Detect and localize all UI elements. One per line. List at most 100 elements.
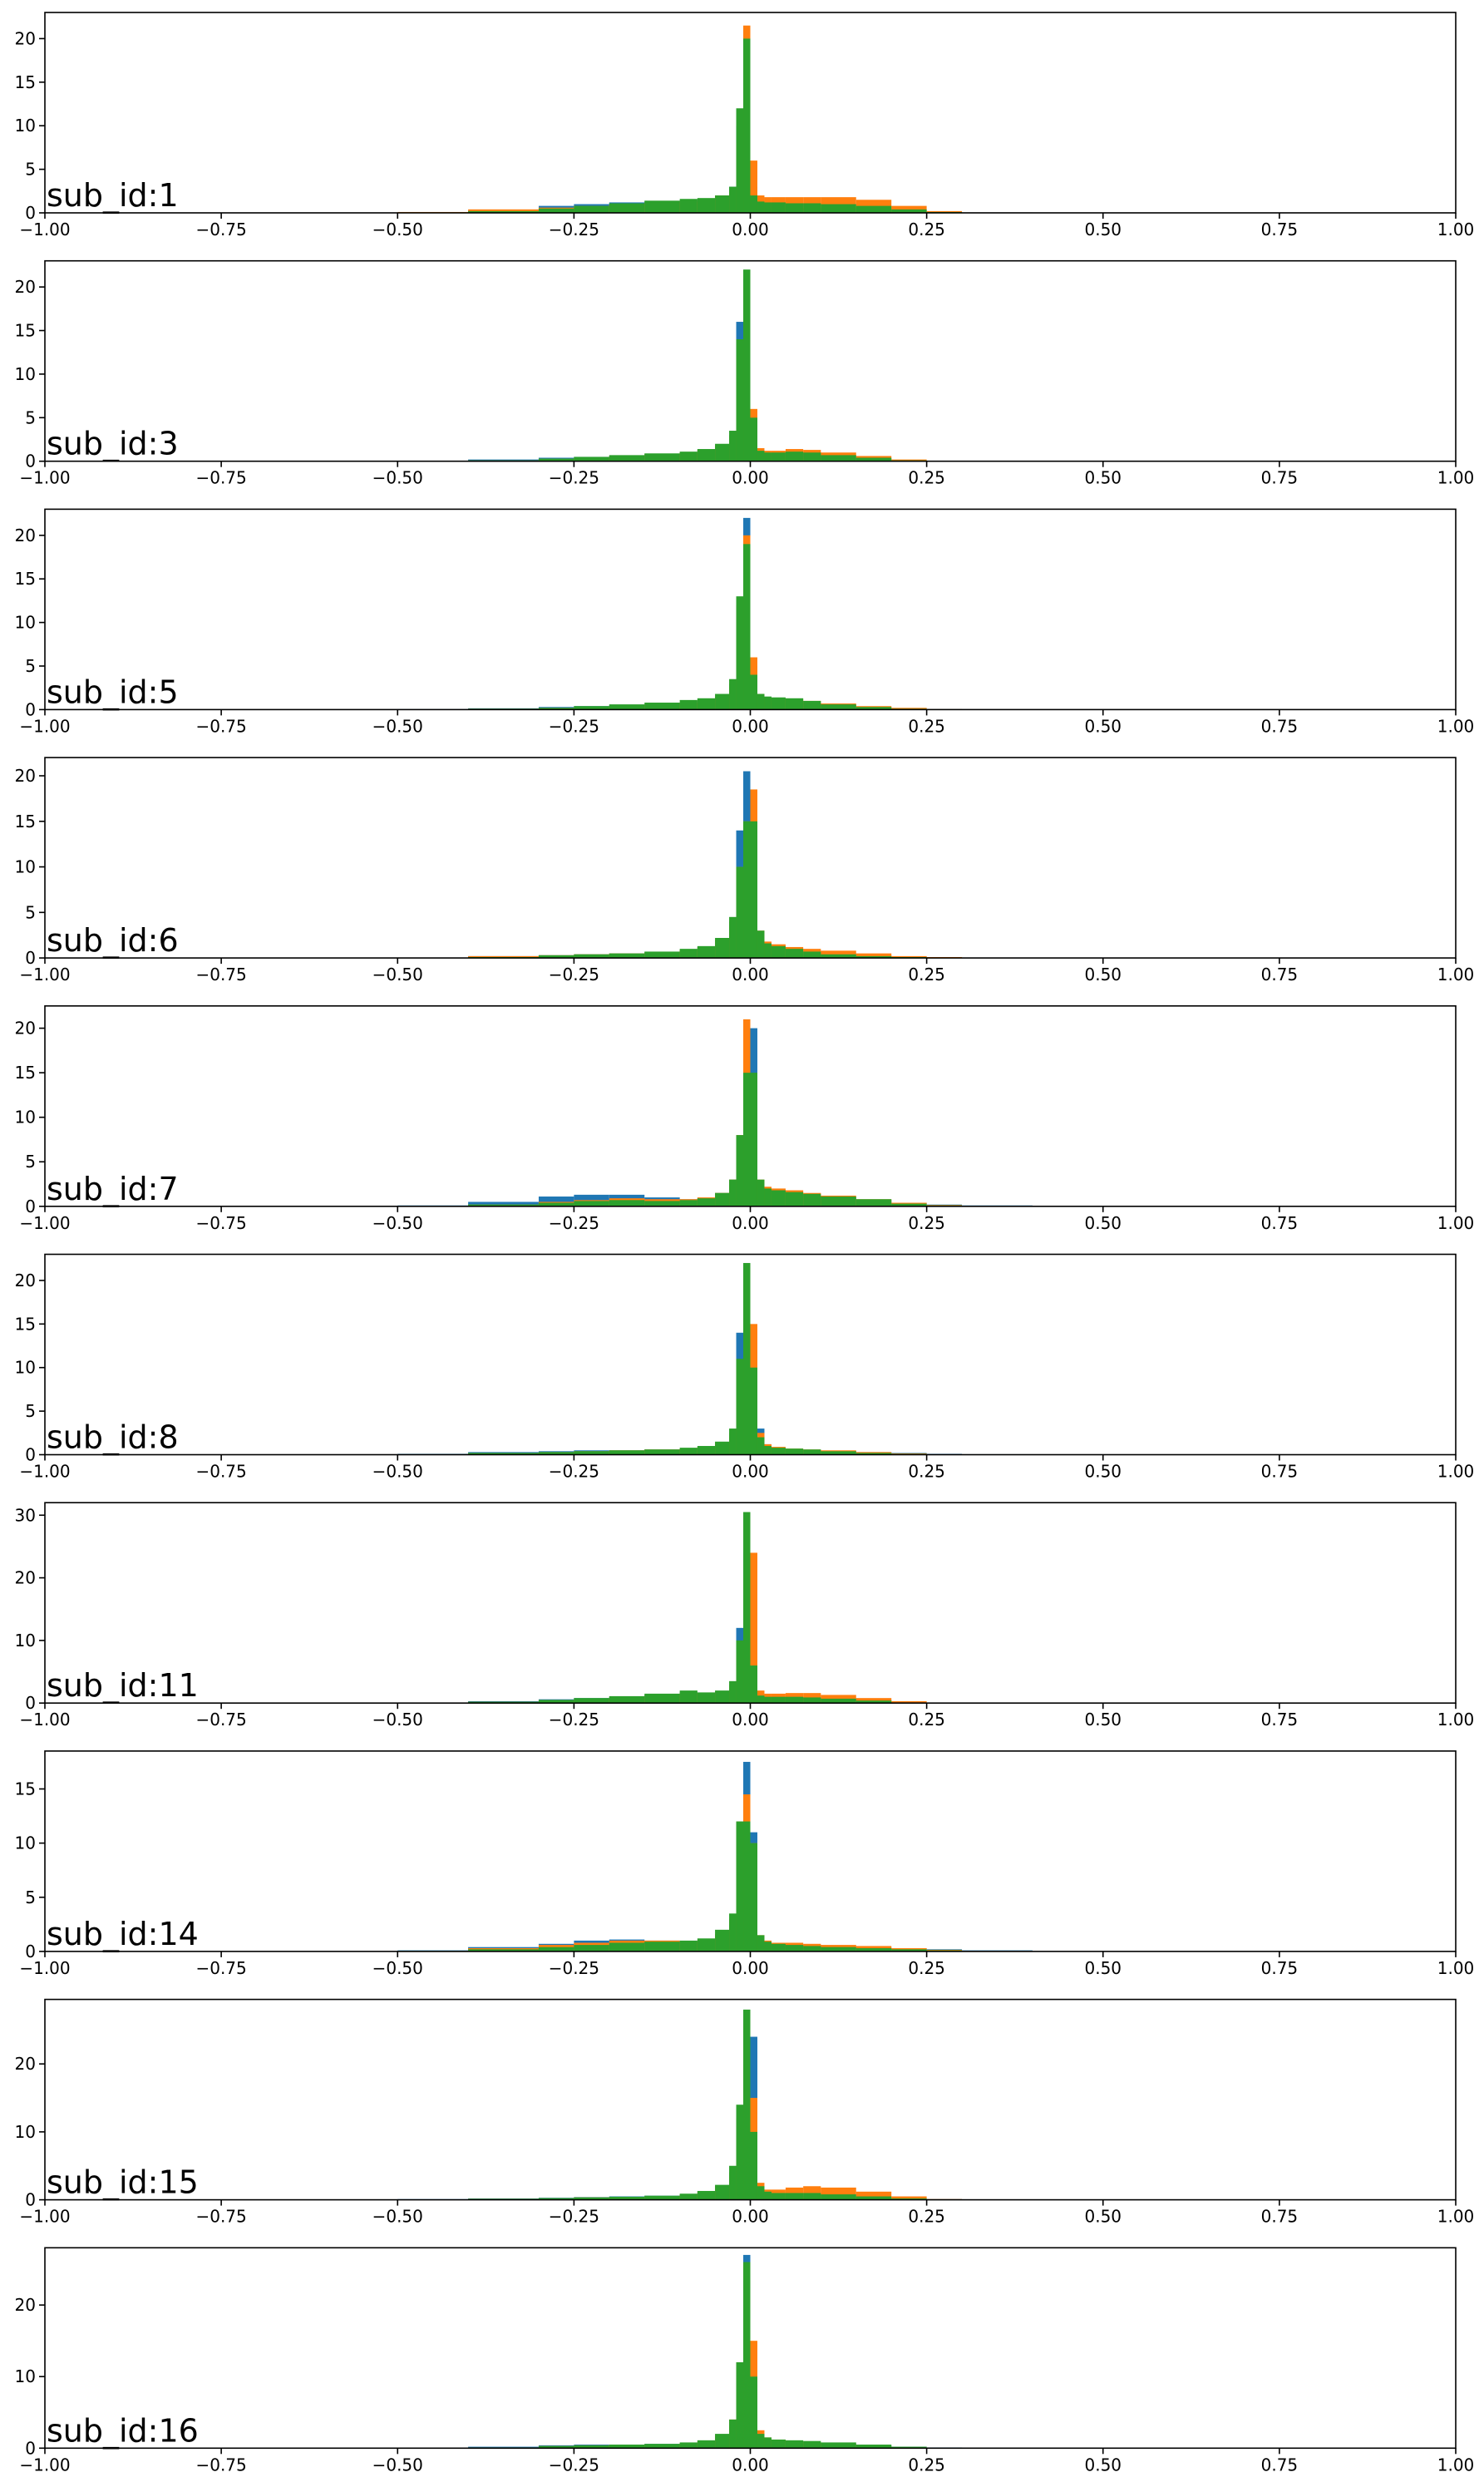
x-tick-label: −0.50 xyxy=(372,2207,423,2227)
y-tick-label: 15 xyxy=(15,1314,36,1334)
y-tick-label: 20 xyxy=(15,526,36,545)
histogram-bar xyxy=(729,431,737,461)
x-tick-label: 1.00 xyxy=(1437,1462,1475,1482)
y-tick-label: 10 xyxy=(15,2366,36,2386)
histogram-bar xyxy=(821,954,856,959)
histogram-bar xyxy=(609,1450,645,1455)
histogram-bar xyxy=(855,205,892,213)
histogram-bar xyxy=(697,449,716,461)
y-tick-label: 5 xyxy=(25,160,36,180)
x-tick-label: 0.25 xyxy=(908,1462,945,1482)
y-tick-label: 20 xyxy=(15,1271,36,1290)
x-tick-label: −0.25 xyxy=(549,716,599,736)
histogram-bar xyxy=(609,1695,645,1704)
histogram-bar xyxy=(609,1942,645,1952)
x-tick-label: −1.00 xyxy=(19,2455,70,2475)
x-tick-label: −1.00 xyxy=(19,1462,70,1482)
x-tick-label: 0.75 xyxy=(1261,1958,1299,1978)
x-tick-label: −0.25 xyxy=(549,2207,599,2227)
histogram-bar xyxy=(750,417,757,461)
histogram-bar xyxy=(757,201,765,213)
histogram-bar xyxy=(855,1700,892,1704)
histogram-bar xyxy=(757,693,765,710)
x-tick-label: 0.25 xyxy=(908,220,945,239)
x-tick-label: −0.25 xyxy=(549,468,599,488)
x-tick-label: 0.75 xyxy=(1261,1213,1299,1233)
histogram-bar xyxy=(750,160,757,213)
histogram-bar xyxy=(729,916,737,959)
histogram-bar xyxy=(771,945,786,959)
x-tick-label: −0.25 xyxy=(549,965,599,984)
x-tick-label: −0.25 xyxy=(549,1710,599,1730)
histogram-bar xyxy=(764,2437,772,2449)
subplot: sub_id:3 −1.00 −0.75 −0.50 −0.25 0.00 0.25 0.50… xyxy=(15,259,1474,488)
histogram-bar xyxy=(891,1700,927,1704)
y-tick-label: 5 xyxy=(25,1887,36,1907)
histogram-bar xyxy=(891,2446,927,2449)
histogram-bar xyxy=(750,2131,757,2200)
x-tick-label: 0.50 xyxy=(1084,1958,1122,1978)
histogram-bar xyxy=(771,1943,786,1952)
x-tick-label: 0.25 xyxy=(908,1213,945,1233)
y-tick-label: 20 xyxy=(15,2054,36,2074)
histogram-bar xyxy=(736,2362,744,2449)
histogram-bar xyxy=(803,1946,821,1952)
histogram-bar xyxy=(771,2193,786,2200)
histogram-bar xyxy=(644,1942,680,1952)
x-tick-label: −0.50 xyxy=(372,220,423,239)
histogram-bar xyxy=(757,1935,765,1952)
histogram-bar xyxy=(574,706,609,710)
histogram-bar xyxy=(757,1437,765,1455)
histogram-bar xyxy=(750,1665,757,1704)
histogram-bar xyxy=(736,1640,744,1704)
x-tick-label: 1.00 xyxy=(1437,1958,1475,1978)
histogram-bar xyxy=(771,1448,786,1455)
histogram-bar xyxy=(574,456,609,461)
histogram-bar xyxy=(750,1367,757,1455)
histogram-bar xyxy=(803,1697,821,1704)
histogram-bar xyxy=(574,954,609,959)
histogram-bar xyxy=(821,2442,856,2449)
x-tick-label: 0.50 xyxy=(1084,220,1122,239)
histogram-bar xyxy=(729,1179,737,1206)
histogram-bar xyxy=(743,1821,751,1952)
histogram-bar xyxy=(855,1453,892,1455)
x-tick-label: 0.00 xyxy=(732,2207,769,2227)
histogram-bar xyxy=(785,1696,804,1704)
annotation: sub_id:6 xyxy=(47,922,179,959)
x-tick-label: 0.75 xyxy=(1261,2455,1299,2475)
histogram-bar xyxy=(697,198,716,213)
histogram-bar xyxy=(644,703,680,710)
y-tick-label: 10 xyxy=(15,2122,36,2142)
x-tick-label: −0.50 xyxy=(372,716,423,736)
histogram-bar xyxy=(538,1700,574,1704)
histogram-bar xyxy=(750,821,757,959)
histogram-bar xyxy=(729,678,737,710)
histogram-bar xyxy=(715,1690,730,1704)
x-tick-label: 1.00 xyxy=(1437,965,1475,984)
histogram-bar xyxy=(855,955,892,959)
histogram-bar xyxy=(729,1913,737,1952)
histogram-bar xyxy=(764,1446,772,1455)
histogram-bar xyxy=(757,2186,765,2200)
histogram-bar xyxy=(855,1199,892,1206)
histogram-bar xyxy=(644,1693,680,1704)
histogram-bar xyxy=(468,1453,539,1455)
histogram-bar xyxy=(803,203,821,213)
x-tick-label: 0.50 xyxy=(1084,1710,1122,1730)
histogram-bar xyxy=(679,2193,698,2200)
x-tick-label: −0.25 xyxy=(549,1958,599,1978)
histogram-bar xyxy=(750,1552,757,1704)
y-tick-label: 0 xyxy=(25,451,36,471)
y-tick-label: 10 xyxy=(15,857,36,877)
x-tick-label: 1.00 xyxy=(1437,1710,1475,1730)
histogram-bar xyxy=(715,2184,730,2200)
histogram-bar xyxy=(821,2194,856,2200)
histogram-bar xyxy=(679,1448,698,1455)
subplot: sub_id:8 −1.00 −0.75 −0.50 −0.25 0.00 0.25 0.50… xyxy=(15,1253,1475,1482)
y-tick-label: 10 xyxy=(15,1833,36,1853)
x-tick-label: −0.75 xyxy=(195,965,246,984)
y-tick-label: 20 xyxy=(15,277,36,297)
x-tick-label: −0.50 xyxy=(372,468,423,488)
histogram-bar xyxy=(609,1200,645,1206)
